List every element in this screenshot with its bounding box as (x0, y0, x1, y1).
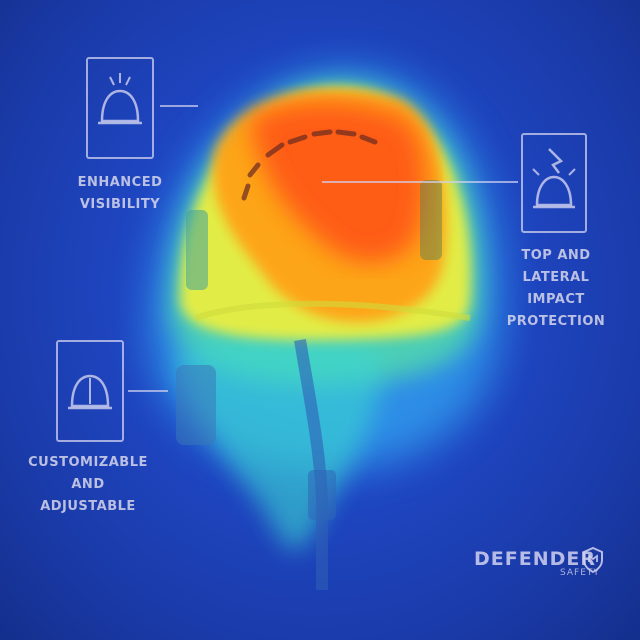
feature-label-line: CUSTOMIZABLE AND (28, 455, 148, 492)
impact-protection-label: TOP AND LATERAL IMPACT PROTECTION (486, 245, 626, 333)
helmet-brim (194, 300, 471, 321)
visibility-connector (160, 105, 198, 107)
impact-connector (322, 181, 518, 183)
helmet-clip-right (420, 180, 442, 260)
defender-safety-logo: DEFENDER SAFETY (474, 546, 603, 578)
helmet-adjuster (176, 365, 216, 445)
feature-label-line: TOP AND LATERAL (521, 248, 591, 285)
helmet-impact-icon (521, 133, 587, 233)
adjust-connector (128, 390, 168, 392)
strap-buckle (308, 470, 336, 520)
helmet-vents (241, 129, 378, 201)
helmet-clip-left (186, 210, 208, 290)
brand-sub: SAFETY (560, 568, 600, 578)
brand-name: DEFENDER (474, 548, 596, 570)
shield-icon (583, 546, 603, 574)
feature-label-line: VISIBILITY (79, 197, 161, 212)
helmet-adjust-icon (56, 340, 124, 442)
feature-label-line: IMPACT PROTECTION (506, 292, 606, 329)
helmet-visibility-icon (86, 57, 154, 159)
feature-label-line: ENHANCED (77, 175, 163, 190)
feature-label-line: ADJUSTABLE (40, 499, 136, 514)
customizable-adjustable-label: CUSTOMIZABLE AND ADJUSTABLE (22, 452, 154, 518)
enhanced-visibility-label: ENHANCED VISIBILITY (62, 172, 178, 216)
